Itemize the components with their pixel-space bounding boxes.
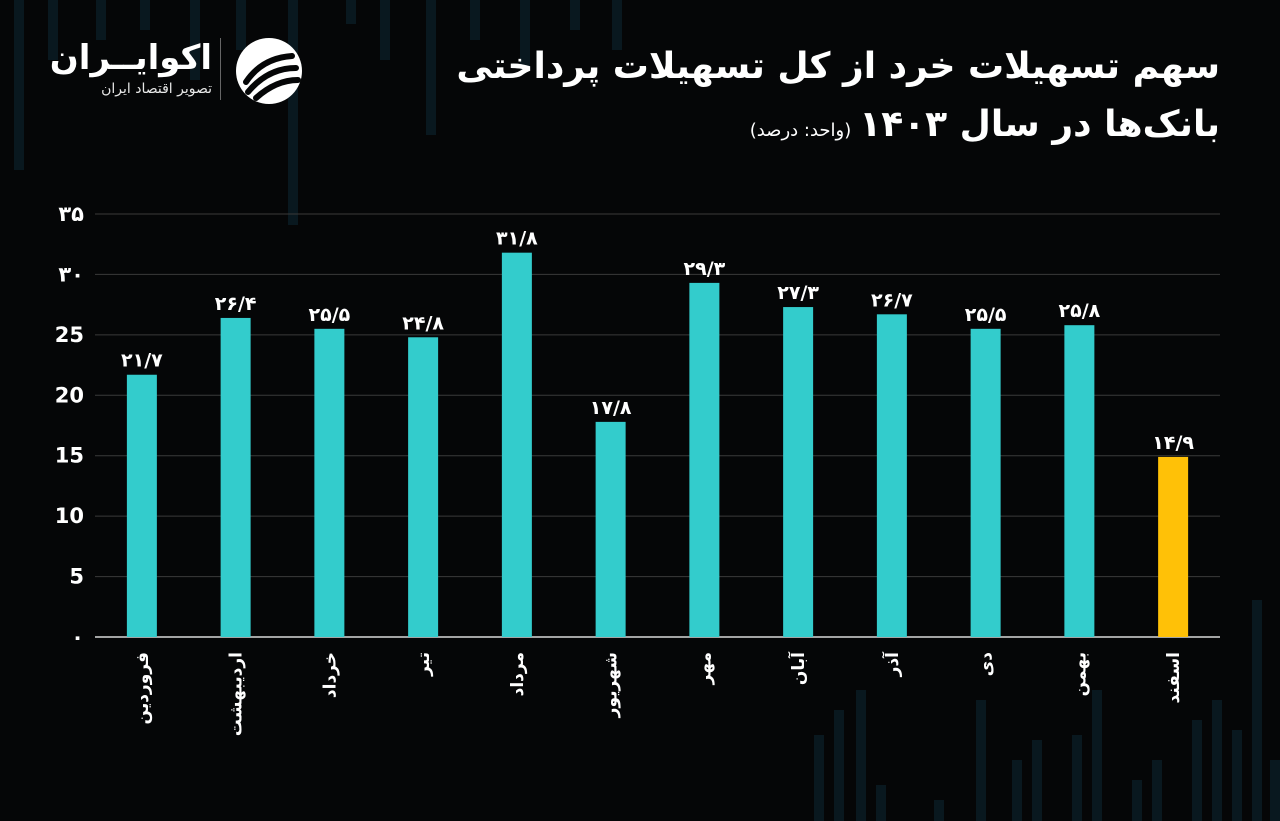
y-tick-label: ۳۵ (58, 202, 84, 226)
x-tick-label: آبان (787, 651, 809, 685)
decor-candle (1192, 720, 1202, 821)
logo-name: اکوایــران (49, 38, 212, 78)
decor-candle (1092, 690, 1102, 821)
decor-candle (876, 785, 886, 821)
data-label: ۲۹/۳ (684, 258, 726, 280)
bar (1064, 325, 1095, 637)
data-label: ۲۵/۸ (1059, 300, 1101, 322)
y-tick-label: 20 (55, 383, 84, 407)
data-label: ۲۱/۷ (121, 350, 163, 372)
y-tick-label: 5 (69, 565, 84, 589)
y-tick-label: 10 (55, 504, 84, 528)
decor-candle (1032, 740, 1042, 821)
x-tick-label: آذر (881, 651, 903, 678)
x-tick-label: مرداد (508, 652, 528, 696)
decor-candle (570, 0, 580, 30)
decor-candle (236, 0, 246, 50)
bar (220, 317, 251, 637)
decor-candle (48, 0, 58, 60)
x-tick-label: دی (977, 652, 997, 677)
data-label: ۲۷/۳ (777, 282, 819, 304)
data-label: ۱۷/۸ (590, 397, 632, 419)
decor-candle (1270, 760, 1280, 821)
title-line-1: سهم تسهیلات خرد از کل تسهیلات پرداختی (456, 46, 1220, 87)
decor-candle (426, 0, 436, 135)
bar (595, 421, 626, 637)
bar (970, 328, 1001, 637)
bar (126, 374, 157, 637)
decor-candle (834, 710, 844, 821)
bar (783, 307, 814, 637)
chart-title: سهم تسهیلات خرد از کل تسهیلات پرداختی با… (456, 38, 1220, 160)
decor-candle (934, 800, 944, 821)
y-tick-label: 15 (55, 444, 84, 468)
x-tick-label: شهریور (602, 652, 622, 718)
title-unit: (واحد: درصد) (749, 120, 852, 141)
bar (689, 282, 720, 637)
decor-candle (814, 735, 824, 821)
decor-candle (976, 700, 986, 821)
data-label: ۲۵/۵ (309, 304, 351, 326)
data-label: ۱۴/۹ (1152, 432, 1194, 454)
x-tick-label: اسفند (1164, 652, 1184, 704)
title-line-2: بانک‌ها در سال ۱۴۰۳ (859, 104, 1220, 145)
x-tick-label: مهر (695, 652, 715, 685)
bar (408, 337, 439, 637)
y-tick-label: ۳۰ (58, 262, 84, 286)
ecoiran-logo: اکوایــران تصویر اقتصاد ایران (49, 36, 312, 108)
y-tick-label: ۰ (71, 625, 84, 649)
data-label: ۲۵/۵ (965, 304, 1007, 326)
x-tick-label: اردیبهشت (227, 652, 247, 736)
decor-candle (1132, 780, 1142, 821)
decor-candle (1212, 700, 1222, 821)
bar (501, 252, 532, 637)
x-tick-label: بهمن (1070, 652, 1090, 696)
logo-tagline: تصویر اقتصاد ایران (101, 81, 212, 97)
data-label: ۲۶/۷ (871, 289, 913, 311)
decor-candle (96, 0, 106, 40)
decor-candle (380, 0, 390, 60)
bar (876, 314, 907, 637)
bar (314, 328, 345, 637)
decor-candle (470, 0, 480, 40)
decor-candle (612, 0, 622, 50)
decor-candle (520, 0, 530, 70)
decor-candle (190, 0, 200, 80)
logo-divider (220, 38, 221, 100)
decor-candle (1072, 735, 1082, 821)
ecoiran-swirl-icon (236, 38, 302, 104)
x-tick-label: فروردین (133, 652, 153, 724)
decor-candle (1232, 730, 1242, 821)
decor-candle (1012, 760, 1022, 821)
data-label: ۳۱/۸ (496, 228, 538, 250)
y-tick-label: 25 (55, 323, 84, 347)
decor-candle (856, 690, 866, 821)
bar (1158, 456, 1189, 637)
data-label: ۲۴/۸ (402, 312, 444, 334)
decor-candle (1152, 760, 1162, 821)
data-label: ۲۶/۴ (215, 293, 257, 315)
decor-candle (140, 0, 150, 30)
x-tick-label: خرداد (320, 652, 340, 698)
decor-candle (346, 0, 356, 24)
logo-text: اکوایــران تصویر اقتصاد ایران (49, 36, 212, 98)
decor-candle (1252, 600, 1262, 821)
decor-candle (14, 0, 24, 170)
x-tick-label: تیر (414, 652, 434, 677)
decor-candle (288, 0, 298, 225)
